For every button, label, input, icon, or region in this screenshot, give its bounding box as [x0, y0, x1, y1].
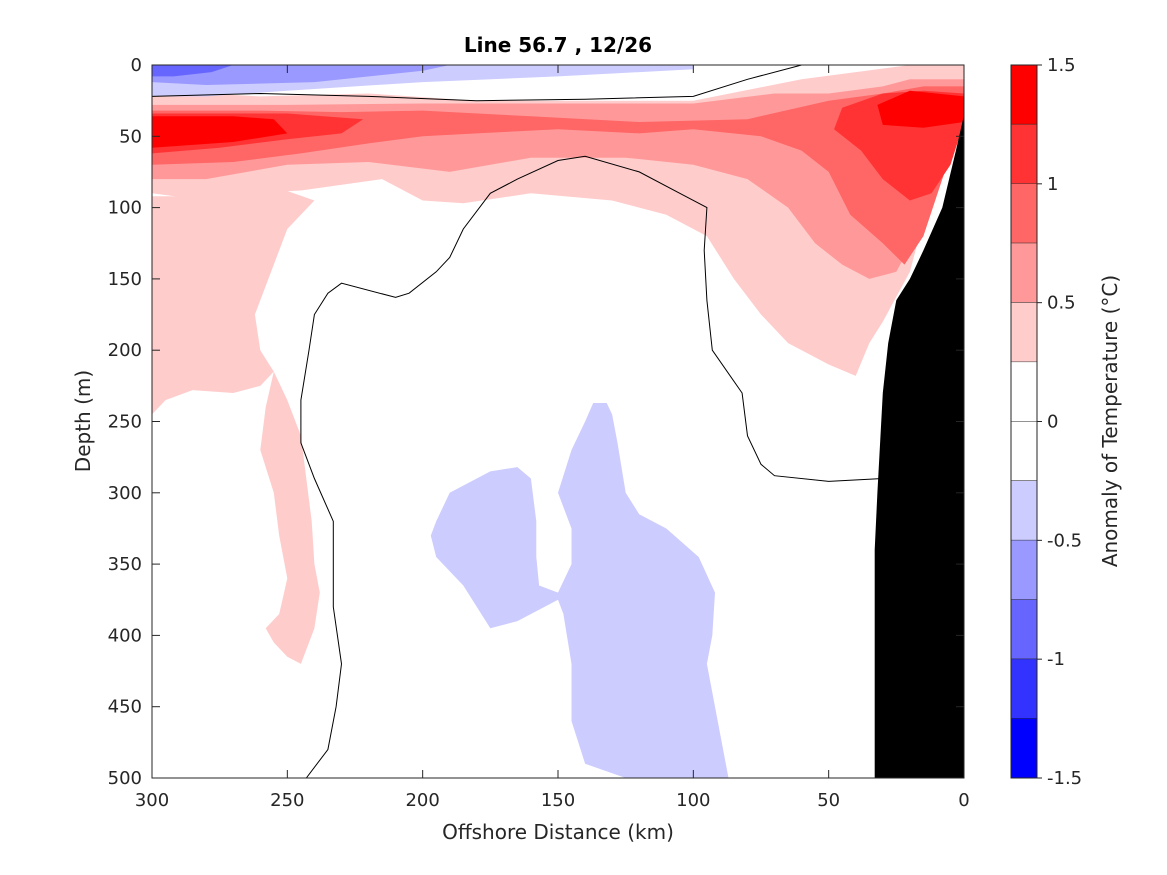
colorbar-tick-label: 1.5: [1047, 55, 1076, 76]
land-mask: [874, 114, 964, 778]
x-tick-label: 200: [405, 790, 439, 811]
x-tick-label: 0: [958, 790, 969, 811]
y-tick-label: 0: [131, 55, 142, 76]
y-tick-label: 300: [108, 483, 142, 504]
zero-contour-line-2: [300, 155, 892, 778]
colorbar-level: [1011, 243, 1037, 303]
zero-contour-lines: [152, 65, 892, 778]
contour-region-warm-0.75-1.0: [152, 86, 964, 265]
zero-contour-line-1: [152, 65, 802, 102]
y-axis-ticks: 0 50 100 150 200 250 300 350 400 450 500: [108, 55, 964, 789]
x-axis-ticks: 300 250 200 150 100 50 0: [135, 65, 970, 811]
colorbar-tick-label: 0.5: [1047, 293, 1076, 314]
y-tick-label: 100: [108, 198, 142, 219]
y-tick-label: 150: [108, 269, 142, 290]
x-tick-label: 150: [541, 790, 575, 811]
contour-region-cold-surface-strong: [152, 65, 234, 77]
y-tick-label: 200: [108, 340, 142, 361]
y-axis-title: Depth (m): [71, 370, 95, 472]
colorbar-tick-label: -1: [1047, 649, 1065, 670]
colorbar-tick-label: 0: [1047, 412, 1058, 433]
colorbar-ticks: 1.5 1 0.5 0 -0.5 -1 -1.5: [1037, 55, 1082, 789]
x-tick-label: 300: [135, 790, 169, 811]
contour-region-warm-0.25-0.5-lower: [260, 350, 320, 664]
x-tick-label: 100: [676, 790, 710, 811]
colorbar-level: [1011, 540, 1037, 600]
colorbar-level: [1011, 124, 1037, 184]
colorbar-tick-label: -1.5: [1047, 768, 1082, 789]
colorbar-title: Anomaly of Temperature (°C): [1098, 275, 1122, 567]
colorbar-level: [1011, 480, 1037, 541]
contour-region-cold-subsurface: [430, 403, 729, 778]
colorbar-level: [1011, 599, 1037, 660]
colorbar: [1011, 65, 1037, 779]
contour-region-warm-1.25-1.5: [152, 116, 288, 148]
x-tick-label: 250: [270, 790, 304, 811]
y-tick-label: 450: [108, 697, 142, 718]
colorbar-tick-label: -0.5: [1047, 530, 1082, 551]
y-tick-label: 500: [108, 768, 142, 789]
y-tick-label: 350: [108, 554, 142, 575]
land-polygon: [874, 114, 964, 778]
contour-region-cold-surface-mid: [152, 65, 450, 85]
y-tick-label: 50: [119, 126, 142, 147]
colorbar-level: [1011, 659, 1037, 719]
chart-title: Line 56.7 , 12/26: [464, 33, 652, 57]
colorbar-level: [1011, 183, 1037, 244]
colorbar-level: [1011, 718, 1037, 778]
colorbar-level: [1011, 421, 1037, 481]
colorbar-level: [1011, 302, 1037, 363]
colorbar-tick-label: 1: [1047, 174, 1058, 195]
contour-fill-regions: [152, 65, 964, 778]
contour-region-warm-0.25-0.5-tongue: [152, 186, 315, 415]
x-axis-title: Offshore Distance (km): [442, 820, 674, 844]
colorbar-level: [1011, 362, 1037, 422]
contour-region-warm-1.25-1.5-coast: [877, 90, 964, 128]
colorbar-level: [1011, 65, 1037, 125]
x-tick-label: 50: [817, 790, 840, 811]
y-tick-label: 400: [108, 625, 142, 646]
y-tick-label: 250: [108, 412, 142, 433]
